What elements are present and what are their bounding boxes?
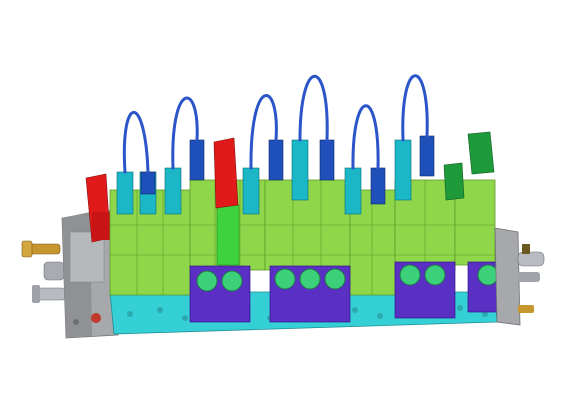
left-fittings-part bbox=[43, 261, 65, 281]
valve-blocks-part bbox=[216, 204, 240, 266]
valve-blocks-part bbox=[110, 180, 495, 295]
connectors-part-part bbox=[419, 135, 435, 177]
connectors-part-part bbox=[140, 171, 156, 195]
adjust-knobs-part bbox=[274, 268, 296, 290]
base-plate-part-part bbox=[377, 313, 383, 319]
adjust-knobs-part bbox=[299, 268, 321, 290]
cables-part bbox=[401, 74, 429, 142]
connectors-part-part bbox=[370, 167, 386, 205]
right-end-block-part bbox=[518, 272, 540, 282]
adjust-knobs-part bbox=[324, 268, 346, 290]
left-end-block-part bbox=[91, 313, 101, 323]
right-end-block-part bbox=[494, 227, 521, 326]
left-fittings-part bbox=[35, 287, 67, 301]
base-plate-part-part bbox=[352, 307, 358, 313]
adjust-knobs-part bbox=[477, 264, 499, 286]
base-plate-part-part bbox=[157, 307, 163, 313]
caps bbox=[213, 131, 495, 209]
base-plate-part-part bbox=[182, 315, 188, 321]
cables-part bbox=[171, 96, 199, 170]
connectors-part-part bbox=[116, 171, 134, 215]
caps-part bbox=[213, 137, 239, 209]
left-fittings-part bbox=[32, 285, 40, 303]
right-end-block-part bbox=[518, 305, 534, 313]
adjust-knobs-part bbox=[399, 264, 421, 286]
connectors-part-part bbox=[319, 139, 335, 181]
connectors-part-part bbox=[344, 167, 362, 215]
left-fittings-part bbox=[27, 243, 61, 255]
connectors-part-part bbox=[164, 167, 182, 215]
right-end-block bbox=[494, 227, 545, 326]
caps-part bbox=[443, 162, 465, 201]
cables-part bbox=[351, 104, 380, 170]
connectors-part-part bbox=[242, 167, 260, 215]
adjust-knobs-part bbox=[221, 270, 243, 292]
right-end-block-part bbox=[517, 251, 545, 267]
connectors-part-part bbox=[291, 139, 309, 201]
adjust-knobs bbox=[196, 264, 499, 292]
red-cap bbox=[85, 173, 111, 243]
adjust-knobs-part bbox=[196, 270, 218, 292]
left-end-block-part bbox=[73, 319, 79, 325]
connectors-part bbox=[116, 139, 412, 215]
base-plate-part-part bbox=[482, 311, 488, 317]
connectors-part-part bbox=[268, 139, 284, 181]
cables-part bbox=[298, 75, 329, 142]
purple-sections bbox=[189, 261, 499, 323]
cables-part bbox=[249, 94, 278, 170]
connectors-part-part bbox=[394, 139, 412, 201]
base-plate-part-part bbox=[457, 305, 463, 311]
cables bbox=[122, 74, 429, 174]
red-cap-part bbox=[92, 212, 110, 240]
base-plate-part-part bbox=[127, 311, 133, 317]
adjust-knobs-part bbox=[424, 264, 446, 286]
left-fittings-part bbox=[21, 240, 33, 258]
cables-part bbox=[122, 110, 150, 174]
caps-part bbox=[467, 131, 495, 175]
connectors-part-part bbox=[189, 139, 205, 181]
right-end-block-part bbox=[522, 244, 530, 254]
